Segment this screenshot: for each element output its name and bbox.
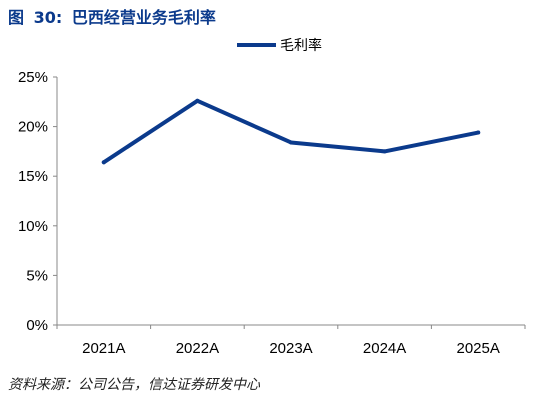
data-point (476, 130, 481, 135)
series-line (101, 98, 481, 165)
y-tick-label: 25% (18, 69, 48, 86)
x-tick-label: 2025A (457, 340, 500, 357)
axes: 0% 5% 10% 15% 20% 25% 2021A 2022A 2023A 2024A 2025… (18, 69, 526, 357)
legend: 毛利率 (237, 37, 322, 53)
data-point (195, 98, 200, 103)
plot-area (101, 98, 481, 165)
y-tick-label: 15% (18, 168, 48, 185)
line-chart: 毛利率 0% 5% 10% 15% 20% 25% 2021A 2022A 2023A 2024A… (18, 37, 526, 357)
y-tick-label: 20% (18, 119, 48, 136)
chart-container: 毛利率 0% 5% 10% 15% 20% 25% 2021A 2022A 2023A 2024A… (0, 30, 545, 370)
x-tick-label: 2024A (363, 340, 406, 357)
data-point (382, 149, 387, 154)
figure-number: 30: (33, 8, 63, 27)
y-tick-label: 5% (26, 267, 48, 284)
data-point (289, 140, 293, 145)
figure-label: 图 (8, 8, 25, 27)
source-note: 资料来源：公司公告，信达证券研发中心 (8, 377, 260, 393)
figure-title: 图 30: 巴西经营业务毛利率 (8, 4, 216, 28)
y-tick-label: 0% (26, 317, 48, 334)
x-tick-label: 2022A (176, 340, 219, 357)
x-tick-label: 2021A (82, 340, 125, 357)
figure-title-text: 巴西经营业务毛利率 (71, 8, 216, 27)
legend-label: 毛利率 (280, 37, 322, 53)
data-point (101, 160, 106, 165)
y-tick-label: 10% (18, 218, 48, 235)
x-tick-label: 2023A (269, 340, 312, 357)
